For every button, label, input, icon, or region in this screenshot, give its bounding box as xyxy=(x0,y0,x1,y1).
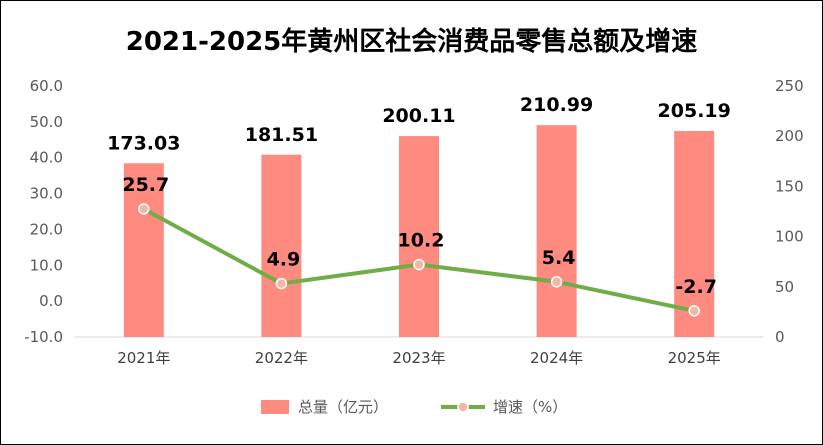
growth-value-label: -2.7 xyxy=(675,276,717,298)
bar-value-label: 210.99 xyxy=(520,94,593,116)
growth-value-label: 25.7 xyxy=(122,174,169,196)
legend-bar-label: 总量（亿元） xyxy=(298,398,388,416)
axes-layer: 60.0 50.0 40.0 30.0 20.0 10.0 0.0 -10.0 250 200 15… xyxy=(24,77,803,367)
y-right-tick-label: 100 xyxy=(775,228,804,246)
y-left-tick-label: 20.0 xyxy=(30,220,63,238)
growth-value-label: 4.9 xyxy=(267,249,301,271)
y-right-tick-label: 250 xyxy=(775,77,804,95)
growth-point xyxy=(550,276,563,288)
growth-value-label: 5.4 xyxy=(542,247,576,269)
chart-title: 2021-2025年黄州区社会消费品零售总额及增速 xyxy=(125,27,698,57)
bar-value-label: 200.11 xyxy=(382,105,455,127)
y-left-tick-label: 0.0 xyxy=(39,292,63,310)
bars-layer xyxy=(123,125,715,337)
bar xyxy=(123,163,164,337)
legend-line-label: 增速（%） xyxy=(493,398,567,416)
x-tick-label: 2025年 xyxy=(668,349,721,367)
y-left-tick-label: 50.0 xyxy=(30,113,63,131)
x-tick-label: 2021年 xyxy=(117,349,170,367)
bar xyxy=(536,125,577,337)
legend-line-marker xyxy=(457,401,469,413)
line-layer xyxy=(138,203,700,317)
bar xyxy=(674,130,715,337)
bar xyxy=(261,154,302,337)
x-tick-label: 2022年 xyxy=(255,349,308,367)
y-left-tick-label: 10.0 xyxy=(30,256,63,274)
y-left-tick-label: 60.0 xyxy=(30,77,63,95)
growth-value-label: 10.2 xyxy=(398,230,445,252)
bar xyxy=(399,136,439,337)
x-tick-label: 2023年 xyxy=(392,349,445,367)
y-right-tick-label: 50 xyxy=(775,278,794,296)
data-labels-layer: 173.03 181.51 200.11 210.99 205.19 25.7 4.9 10.… xyxy=(107,94,731,298)
bar-value-label: 181.51 xyxy=(245,124,318,146)
bar-value-label: 173.03 xyxy=(107,132,180,154)
y-left-tick-label: 40.0 xyxy=(30,149,63,167)
bar-value-label: 205.19 xyxy=(658,100,731,122)
y-left-tick-label: -10.0 xyxy=(24,328,63,346)
growth-point xyxy=(688,305,700,317)
growth-point xyxy=(275,277,288,290)
y-right-tick-label: 150 xyxy=(775,177,804,195)
x-tick-label: 2024年 xyxy=(530,349,583,367)
y-right-tick-label: 0 xyxy=(775,328,785,346)
legend-bar-swatch xyxy=(261,400,289,414)
growth-point xyxy=(413,258,425,271)
y-left-tick-label: 30.0 xyxy=(30,185,63,203)
legend: 总量（亿元） 增速（%） xyxy=(261,398,567,416)
y-right-tick-label: 200 xyxy=(775,127,804,145)
growth-point xyxy=(138,203,150,215)
